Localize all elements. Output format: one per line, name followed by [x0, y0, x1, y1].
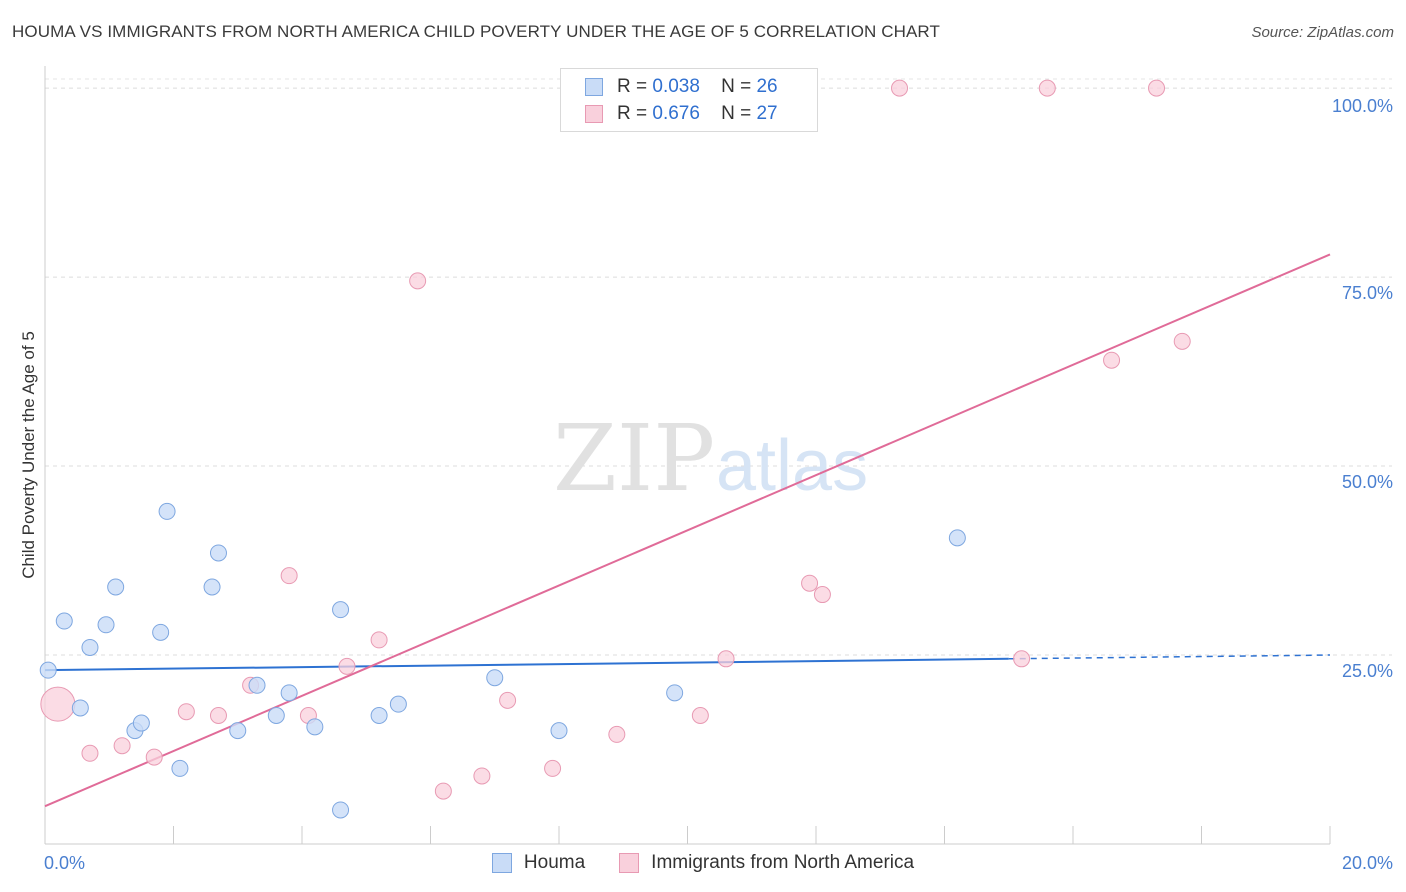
houma-point: [81, 638, 99, 656]
immigrants-point: [1148, 79, 1166, 97]
x-tick-label: 0.0%: [44, 853, 85, 873]
houma-point: [306, 718, 324, 736]
immigrants-point: [145, 748, 163, 766]
r-value: 0.676: [652, 103, 700, 124]
houma-point: [203, 578, 221, 596]
r-value: 0.038: [652, 76, 700, 97]
y-tick-label: 75.0%: [1342, 283, 1393, 303]
immigrants-point: [1103, 351, 1121, 369]
houma-point: [280, 684, 298, 702]
watermark: ZIP atlas: [553, 405, 868, 512]
watermark-atlas: atlas: [716, 426, 868, 506]
immigrants-point: [1013, 650, 1031, 668]
immigrants-swatch: [585, 105, 603, 123]
y-tick-label: 25.0%: [1342, 661, 1393, 681]
houma-point: [370, 707, 388, 724]
source-credit: Source: ZipAtlas.com: [1251, 24, 1394, 41]
houma-legend-swatch: [491, 853, 512, 873]
immigrants-point: [499, 691, 517, 709]
watermark-zip: ZIP: [553, 405, 715, 512]
immigrants-point: [544, 759, 562, 777]
immigrants-legend-label: Immigrants from North America: [651, 852, 915, 873]
immigrants-point: [370, 631, 388, 649]
houma-trend-line: [44, 657, 1009, 672]
immigrants-point: [891, 79, 909, 97]
immigrants-trend-line: [44, 253, 1331, 808]
immigrants-point: [813, 586, 831, 604]
trend-lines: [44, 253, 1331, 808]
x-tick-labels: 0.0% 20.0%: [44, 853, 1393, 873]
y-tick-label: 50.0%: [1342, 472, 1393, 492]
immigrants-point: [1173, 332, 1191, 350]
legend-item-immigrants[interactable]: Immigrants from North America: [619, 852, 914, 874]
legend-row-immigrants: R = 0.676 N = 27: [585, 101, 778, 127]
houma-point: [389, 695, 407, 713]
houma-point: [97, 616, 115, 634]
houma-point: [332, 601, 350, 619]
data-points: [39, 79, 1191, 819]
houma-point: [209, 544, 227, 562]
immigrants-point: [1038, 79, 1056, 97]
houma-point: [948, 529, 966, 547]
n-label: N =: [721, 103, 752, 124]
immigrants-legend-swatch: [619, 853, 640, 873]
legend-item-houma[interactable]: Houma: [491, 852, 586, 874]
r-label: R =: [617, 76, 648, 97]
legend-row-houma: R = 0.038 N = 26: [585, 74, 778, 100]
immigrants-point: [280, 567, 298, 585]
chart-title: HOUMA VS IMMIGRANTS FROM NORTH AMERICA C…: [12, 22, 940, 41]
immigrants-point: [691, 707, 709, 724]
y-axis-label: Child Poverty Under the Age of 5: [19, 331, 38, 579]
immigrants-point: [81, 744, 99, 762]
immigrants-point: [409, 272, 427, 290]
y-tick-labels: 25.0% 50.0% 75.0% 100.0%: [1332, 96, 1393, 681]
houma-point: [332, 801, 350, 819]
houma-point: [248, 676, 266, 694]
houma-point: [666, 684, 684, 702]
houma-point: [171, 759, 189, 777]
houma-trend-extension: [1008, 654, 1331, 660]
series-legend: Houma Immigrants from North America: [0, 852, 1406, 874]
n-value: 26: [756, 76, 778, 97]
gridlines: [45, 78, 1392, 656]
houma-point: [107, 578, 125, 596]
houma-legend-label: Houma: [523, 852, 586, 873]
immigrants-point: [434, 782, 452, 800]
houma-point: [152, 623, 170, 641]
immigrants-point: [608, 725, 626, 743]
immigrants-point: [209, 707, 227, 724]
y-tick-label: 100.0%: [1332, 96, 1393, 116]
x-tick-label: 20.0%: [1342, 853, 1393, 873]
houma-point: [267, 707, 285, 724]
immigrants-point: [473, 767, 491, 785]
houma-point: [550, 722, 568, 740]
houma-point: [229, 722, 247, 740]
houma-point: [158, 502, 176, 520]
houma-point: [486, 669, 504, 687]
immigrants-point: [717, 650, 735, 668]
immigrants-point: [40, 686, 76, 722]
r-label: R =: [617, 103, 648, 124]
immigrants-point: [338, 657, 356, 675]
n-value: 27: [756, 103, 778, 124]
correlation-legend: R = 0.038 N = 26 R = 0.676 N = 27: [560, 68, 818, 132]
immigrants-point: [177, 703, 195, 721]
houma-point: [71, 699, 89, 717]
houma-swatch: [585, 78, 603, 96]
houma-point: [39, 661, 57, 679]
immigrants-point: [801, 574, 819, 592]
immigrants-point: [113, 737, 131, 755]
n-label: N =: [721, 76, 752, 97]
houma-point: [132, 714, 150, 732]
houma-point: [55, 612, 73, 630]
